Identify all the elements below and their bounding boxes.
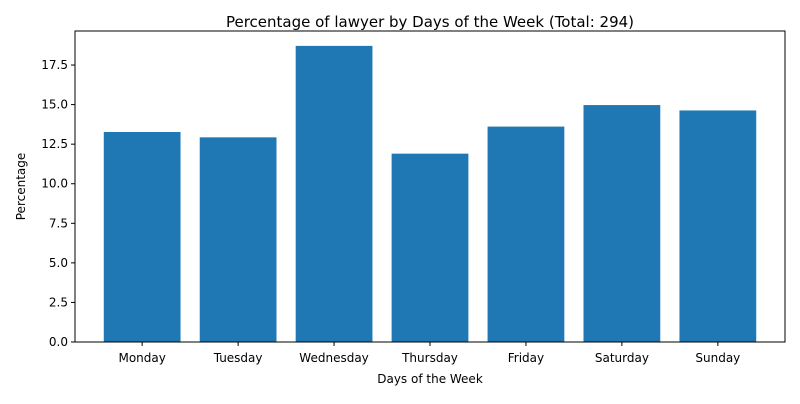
x-tick-label: Friday [508,351,544,365]
bar-wednesday [295,45,373,342]
y-tick-label: 15.0 [41,98,68,112]
y-axis-ticks: 0.0 2.5 5.0 7.5 10.0 12.5 15.0 17.5 [41,58,75,349]
x-tick-label: Saturday [595,351,649,365]
x-tick-label: Sunday [695,351,740,365]
x-tick-label: Wednesday [299,351,368,365]
y-tick-label: 0.0 [49,335,68,349]
y-tick-label: 5.0 [49,256,68,270]
y-tick-label: 2.5 [49,295,68,309]
bar-sunday [679,110,757,342]
plot-frame [74,30,786,343]
y-tick-label: 10.0 [41,177,68,191]
bar-monday [103,131,181,342]
y-axis-label: Percentage [14,153,28,221]
bar-thursday [391,153,469,342]
x-axis-ticks: Monday Tuesday Wednesday Thursday Friday Satu… [118,342,740,365]
y-tick-label: 7.5 [49,216,68,230]
x-tick-label: Monday [118,351,165,365]
bar-friday [487,126,565,342]
chart-title: Percentage of lawyer by Days of the Week… [226,13,634,31]
y-tick-label: 17.5 [41,58,68,72]
y-tick-label: 12.5 [41,137,68,151]
x-tick-label: Thursday [401,351,458,365]
x-axis-label: Days of the Week [377,372,483,386]
bar-saturday [583,105,661,342]
bars-group [103,45,757,342]
x-tick-label: Tuesday [213,351,263,365]
bar-tuesday [199,137,277,342]
